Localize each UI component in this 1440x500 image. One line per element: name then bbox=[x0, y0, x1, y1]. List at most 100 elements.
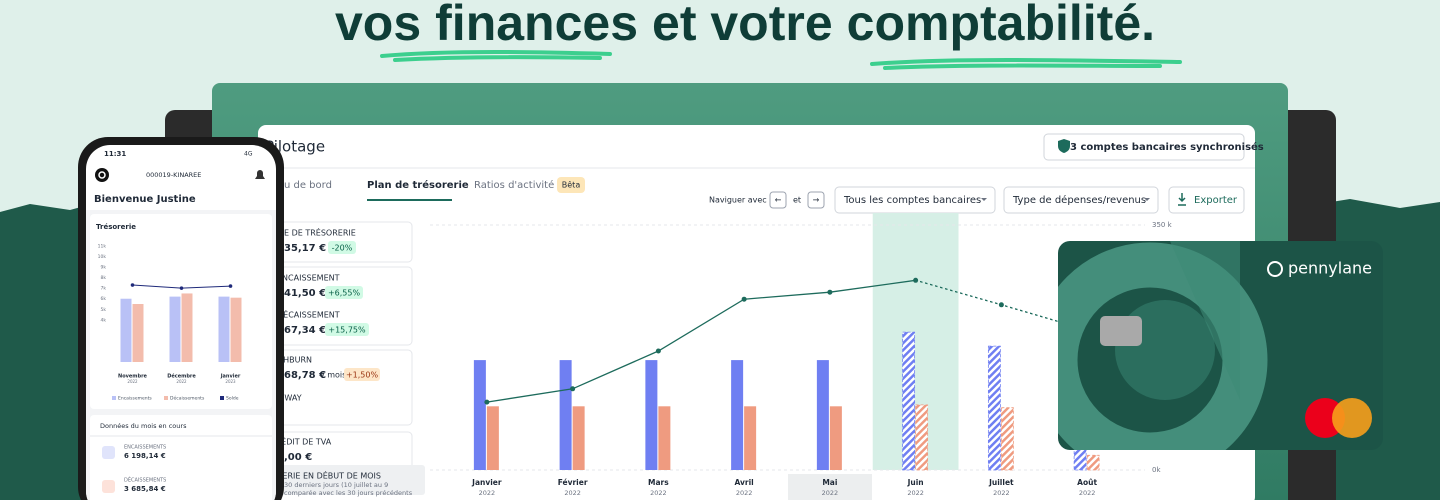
point bbox=[484, 399, 490, 405]
x-tick-sublabel: 2022 bbox=[127, 379, 138, 384]
phone-card bbox=[90, 415, 272, 500]
select[interactable] bbox=[1003, 186, 1159, 214]
item-label: ENCAISSEMENTS bbox=[124, 445, 166, 451]
x-tick-sublabel: 2022 bbox=[564, 489, 581, 497]
headline-part: vos bbox=[335, 0, 421, 51]
bar bbox=[1086, 454, 1100, 471]
headline: vos finances et votre comptabilité. bbox=[335, 0, 1155, 51]
headline-part: et votre bbox=[652, 0, 833, 51]
page-title: Pilotage bbox=[265, 138, 325, 156]
bar bbox=[658, 406, 671, 470]
navigate-label: et bbox=[793, 196, 801, 205]
bar bbox=[816, 360, 829, 470]
mastercard-circle bbox=[1332, 398, 1372, 438]
kpi-label: RUNWAY bbox=[267, 394, 302, 403]
caret bbox=[1144, 198, 1150, 201]
greeting: Bienvenue Justine bbox=[94, 194, 196, 205]
kpi-change-pill bbox=[325, 323, 369, 336]
y-tick-label: 6k bbox=[101, 296, 107, 302]
key-button[interactable] bbox=[807, 191, 825, 209]
underline bbox=[380, 50, 612, 62]
sync-badge[interactable] bbox=[1043, 133, 1245, 161]
legend-label: Solde bbox=[226, 396, 239, 402]
navigate-label: Naviguer avec bbox=[709, 196, 767, 205]
sync-badge-text: 3 comptes bancaires synchronisés bbox=[1070, 141, 1264, 153]
opening-balance bbox=[258, 465, 425, 495]
item-value: 6 198,14 € bbox=[124, 452, 166, 460]
y-tick-label: 5k bbox=[101, 307, 107, 313]
beta-pill bbox=[557, 177, 585, 193]
y-tick-label: 10k bbox=[98, 254, 107, 260]
download-icon bbox=[1178, 193, 1186, 206]
bar bbox=[744, 406, 757, 470]
brand-logo bbox=[1267, 261, 1283, 277]
y-tick-label: 350 k bbox=[1152, 221, 1173, 229]
x-tick-sublabel: 2022 bbox=[1079, 489, 1096, 497]
dashboard: Pilotage 3 comptes bancaires synchronisé… bbox=[249, 125, 1264, 500]
legend-swatch bbox=[112, 396, 116, 400]
bar bbox=[645, 360, 658, 470]
select-text: Type de dépenses/revenus bbox=[1012, 194, 1146, 206]
bar bbox=[731, 360, 744, 470]
x-tick-label: Janvier bbox=[471, 478, 502, 487]
x-tick-label: Mars bbox=[648, 478, 669, 487]
kpi-value: ,00 € bbox=[284, 452, 312, 463]
y-tick-label: 7k bbox=[101, 286, 107, 292]
select-text: Tous les comptes bancaires bbox=[843, 195, 981, 206]
tab[interactable]: Ratios d'activité bbox=[474, 179, 554, 191]
kpi-change: -20% bbox=[332, 244, 353, 253]
legend-label: Décaissements bbox=[170, 395, 205, 402]
x-tick-label: Août bbox=[1077, 478, 1097, 487]
bar bbox=[987, 345, 1001, 471]
bar bbox=[473, 360, 486, 470]
tab[interactable]: Tableau de bord bbox=[251, 180, 332, 191]
card-decoration bbox=[1058, 242, 1268, 450]
x-tick-sublabel: 2022 bbox=[822, 489, 839, 497]
legend-label: Encaissements bbox=[118, 396, 152, 402]
bell-icon[interactable] bbox=[255, 170, 265, 179]
brand: pennylane bbox=[1288, 259, 1372, 278]
x-tick-sublabel: 2022 bbox=[993, 489, 1010, 497]
bar bbox=[915, 404, 929, 471]
point bbox=[741, 296, 747, 302]
account-selector[interactable]: 000019-KINAREE bbox=[146, 171, 201, 179]
x-tick-label: Février bbox=[558, 478, 588, 487]
item-icon bbox=[102, 480, 115, 493]
kpi-value: 41,50 € bbox=[284, 288, 326, 299]
section-title: Données du mois en cours bbox=[100, 422, 187, 430]
x-tick-sublabel: 2022 bbox=[736, 489, 753, 497]
y-tick-label: 11k bbox=[98, 244, 107, 250]
bar bbox=[120, 298, 132, 362]
kpi-change-pill bbox=[344, 368, 380, 381]
bar bbox=[218, 296, 230, 362]
x-tick-sublabel: 2022 bbox=[479, 489, 496, 497]
bar bbox=[486, 406, 499, 470]
point bbox=[655, 348, 661, 354]
key-button[interactable] bbox=[769, 191, 787, 209]
opening-balance-period: 30 derniers jours (10 juillet au 9 bbox=[284, 481, 388, 489]
key-text: → bbox=[813, 196, 820, 205]
kpi-label: CRÉDIT DE TVA bbox=[270, 436, 332, 447]
status-network: 4G bbox=[244, 151, 253, 158]
app-logo bbox=[98, 171, 106, 179]
card-decoration bbox=[1115, 300, 1215, 400]
bar bbox=[902, 331, 916, 471]
export-button[interactable] bbox=[1168, 186, 1245, 214]
treasury-chart: 350 k 0k Janvier 2022 Février 2022 Mars 2022 Avr… bbox=[430, 213, 1173, 497]
y-tick-label: 9k bbox=[101, 265, 107, 271]
line bbox=[486, 279, 1088, 403]
legend-swatch bbox=[220, 396, 224, 400]
kpi-label: SOLDE DE TRÉSORERIE bbox=[262, 227, 356, 238]
x-tick-label: Décembre bbox=[167, 373, 196, 380]
bar bbox=[829, 406, 842, 470]
tab-active[interactable]: Plan de trésorerie bbox=[367, 179, 469, 191]
item-icon bbox=[102, 446, 115, 459]
phone-chart: 11k10k9k8k7k6k5k4kNovembre2022Décembre20… bbox=[98, 244, 242, 402]
kpi-value: 35,17 € bbox=[284, 243, 326, 254]
headline-part: comptabilité. bbox=[847, 0, 1155, 51]
bar bbox=[559, 360, 572, 470]
x-tick-label: Novembre bbox=[118, 374, 148, 380]
tab-indicator bbox=[367, 199, 452, 201]
key-text: ← bbox=[775, 196, 782, 205]
payment-card: pennylane bbox=[1058, 241, 1383, 450]
